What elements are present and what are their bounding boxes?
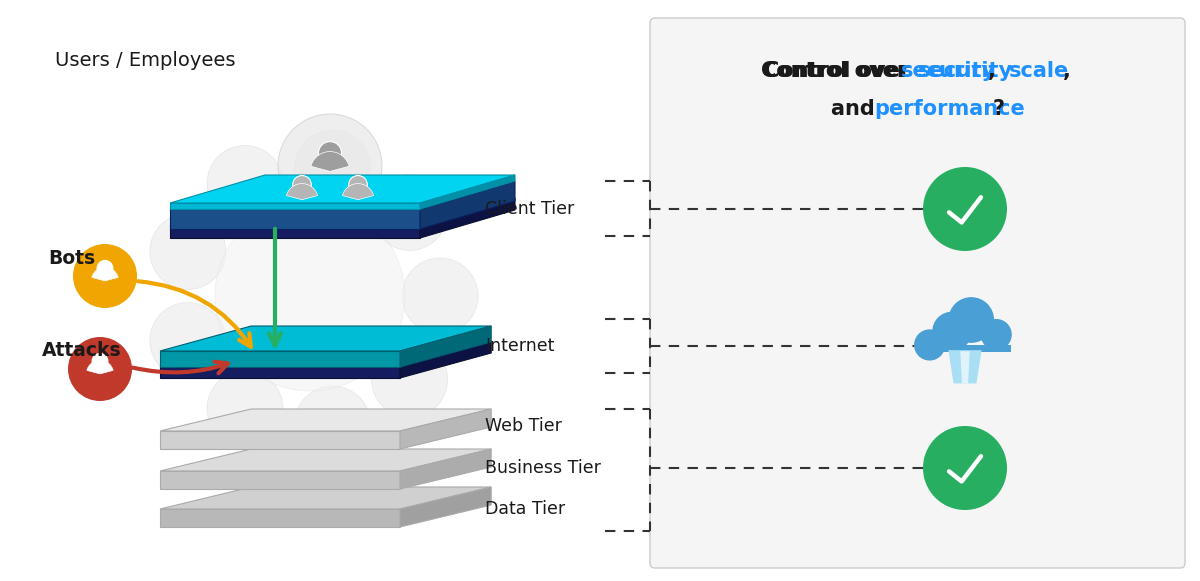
Circle shape [97,260,113,277]
FancyArrowPatch shape [133,362,228,373]
Circle shape [402,258,478,334]
Circle shape [68,337,132,401]
Text: Client Tier: Client Tier [485,200,575,218]
Polygon shape [160,366,400,378]
Polygon shape [420,181,515,229]
Polygon shape [160,409,491,431]
Text: ,: , [988,61,1003,81]
Polygon shape [400,487,491,527]
Circle shape [372,342,448,418]
Text: Control over: Control over [761,61,914,81]
Polygon shape [160,431,400,449]
Circle shape [294,386,371,462]
Circle shape [215,201,406,391]
Text: ?: ? [994,99,1006,119]
Text: Business Tier: Business Tier [485,459,601,477]
Wedge shape [86,360,113,374]
Wedge shape [92,267,118,281]
Wedge shape [287,184,318,200]
Polygon shape [400,449,491,489]
Polygon shape [170,203,420,209]
Circle shape [923,167,1007,251]
Text: security: security [901,61,996,81]
Text: Web Tier: Web Tier [485,417,562,435]
Circle shape [914,329,946,361]
Circle shape [73,244,137,308]
Text: Bots: Bots [48,249,95,268]
Circle shape [206,371,283,447]
Circle shape [208,145,283,221]
Polygon shape [420,175,515,209]
Polygon shape [170,198,515,226]
Polygon shape [400,409,491,449]
Polygon shape [160,487,491,509]
Polygon shape [160,449,491,471]
Text: performance: performance [875,99,1025,119]
Circle shape [92,353,108,370]
Circle shape [923,426,1007,510]
Circle shape [932,311,972,351]
Polygon shape [400,341,491,378]
Circle shape [293,175,311,194]
Text: Users / Employees: Users / Employees [55,52,235,70]
FancyBboxPatch shape [650,18,1186,568]
Circle shape [372,174,448,250]
Circle shape [150,214,226,289]
Circle shape [150,303,226,378]
Text: Internet: Internet [485,337,554,355]
Circle shape [318,142,342,164]
Polygon shape [960,351,970,383]
Circle shape [294,130,371,206]
Polygon shape [170,226,420,238]
Polygon shape [400,326,491,367]
Wedge shape [311,152,349,171]
Polygon shape [948,350,982,383]
FancyArrowPatch shape [138,281,251,347]
Text: Attacks: Attacks [42,342,121,360]
Text: scale: scale [1009,61,1069,81]
Polygon shape [160,509,400,527]
Circle shape [349,175,367,194]
Circle shape [980,319,1012,350]
Polygon shape [160,471,400,489]
Text: Control over: Control over [764,61,918,81]
Text: ,: , [1063,61,1072,81]
Polygon shape [160,351,400,367]
Wedge shape [342,184,373,200]
Polygon shape [420,198,515,238]
Circle shape [278,114,382,218]
Text: and: and [832,99,882,119]
Polygon shape [160,326,491,351]
Polygon shape [170,209,420,229]
Polygon shape [170,175,515,203]
Polygon shape [160,341,491,366]
Circle shape [948,297,994,343]
Polygon shape [916,345,1010,352]
Text: Data Tier: Data Tier [485,500,565,518]
Text: security: security [918,61,1013,81]
Polygon shape [170,181,515,209]
